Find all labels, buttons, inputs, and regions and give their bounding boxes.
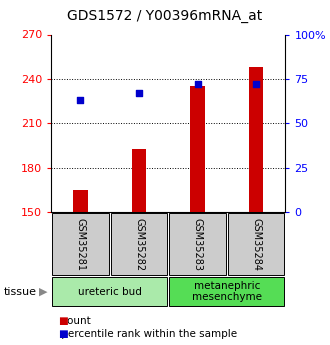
- Text: GSM35281: GSM35281: [76, 218, 85, 270]
- Bar: [73, 190, 88, 212]
- Bar: [190, 86, 205, 212]
- Text: percentile rank within the sample: percentile rank within the sample: [58, 329, 237, 339]
- Text: ■: ■: [58, 316, 68, 326]
- Bar: [249, 67, 263, 212]
- Text: ▶: ▶: [39, 287, 47, 296]
- Text: count: count: [58, 316, 90, 326]
- Point: [253, 81, 259, 87]
- Text: metanephric
mesenchyme: metanephric mesenchyme: [192, 281, 262, 302]
- Text: ureteric bud: ureteric bud: [78, 287, 142, 296]
- Point: [136, 90, 142, 96]
- Text: GSM35284: GSM35284: [251, 218, 261, 270]
- Text: GSM35282: GSM35282: [134, 218, 144, 270]
- Point: [195, 81, 200, 87]
- Bar: [52, 214, 109, 275]
- Bar: [228, 214, 284, 275]
- Text: tissue: tissue: [3, 287, 36, 296]
- Text: GSM35283: GSM35283: [193, 218, 203, 270]
- Bar: [52, 277, 167, 306]
- Text: ■: ■: [58, 329, 68, 339]
- Text: GDS1572 / Y00396mRNA_at: GDS1572 / Y00396mRNA_at: [67, 9, 263, 23]
- Bar: [111, 214, 167, 275]
- Bar: [170, 214, 226, 275]
- Point: [78, 98, 83, 103]
- Bar: [132, 148, 146, 212]
- Bar: [170, 277, 284, 306]
